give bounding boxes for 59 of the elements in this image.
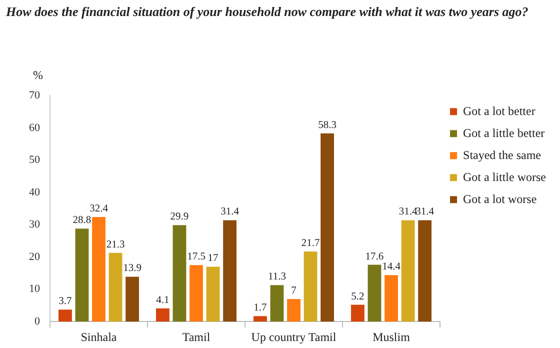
data-label: 5.2 — [351, 291, 364, 302]
y-tick-label: 70 — [29, 89, 40, 102]
y-tick-label: 30 — [29, 218, 40, 231]
bar — [223, 220, 237, 322]
data-label: 3.7 — [58, 296, 72, 308]
bar — [126, 276, 140, 322]
y-tick-label: 50 — [29, 154, 40, 166]
bar — [320, 133, 334, 322]
y-axis-title: % — [33, 68, 43, 82]
bar — [108, 252, 122, 322]
legend-label: Got a lot worse — [463, 192, 537, 206]
bar — [384, 275, 398, 322]
legend-label: Got a lot better — [463, 104, 536, 118]
bar — [351, 304, 364, 322]
x-tick-label: Up country Tamil — [251, 330, 337, 344]
chart-title: How does the financial situation of your household now compare with what it was two years ago? — [5, 4, 529, 20]
bar — [190, 265, 203, 322]
data-label: 29.9 — [170, 212, 189, 223]
data-label: 11.3 — [268, 272, 286, 283]
y-tick-label: 20 — [29, 250, 40, 263]
y-tick-label: 40 — [29, 186, 40, 198]
data-label: 4.1 — [156, 294, 170, 306]
legend-label: Got a little worse — [463, 170, 546, 184]
legend-label: Got a little better — [463, 126, 545, 140]
bar — [92, 216, 106, 322]
data-label: 32.4 — [90, 203, 109, 214]
x-tick-label: Sinhala — [80, 330, 118, 344]
data-label: 21.3 — [106, 239, 125, 250]
data-label: 31.4 — [416, 206, 435, 218]
bar — [401, 220, 415, 322]
y-tick-label: 10 — [29, 283, 40, 296]
data-label: 21.7 — [301, 238, 320, 250]
bar — [172, 225, 186, 322]
data-label: 17 — [208, 253, 218, 264]
data-label: 1.7 — [254, 302, 267, 314]
bar — [58, 310, 72, 322]
data-label: 13.9 — [123, 263, 142, 274]
x-tick-label: Tamil — [182, 330, 211, 344]
bar — [304, 252, 318, 322]
y-tick-label: 0 — [34, 315, 40, 328]
data-label: 14.4 — [382, 262, 402, 273]
data-label: 7 — [291, 286, 296, 296]
bar — [156, 308, 170, 322]
data-label: 58.3 — [318, 120, 336, 131]
bar — [287, 299, 300, 322]
data-label: 28.8 — [72, 215, 92, 226]
data-label: 17.5 — [187, 252, 206, 263]
bar — [368, 264, 382, 322]
y-tick-label: 60 — [29, 122, 40, 134]
legend-label: Stayed the same — [463, 148, 542, 162]
data-label: 31.4 — [220, 206, 240, 218]
bar — [418, 220, 432, 322]
data-label: 17.6 — [365, 251, 384, 262]
bar — [270, 285, 284, 322]
bar — [75, 228, 89, 322]
bar — [254, 316, 267, 322]
x-tick-label: Muslim — [372, 330, 411, 344]
bar — [206, 266, 220, 322]
data-label: 31.4 — [398, 206, 418, 218]
